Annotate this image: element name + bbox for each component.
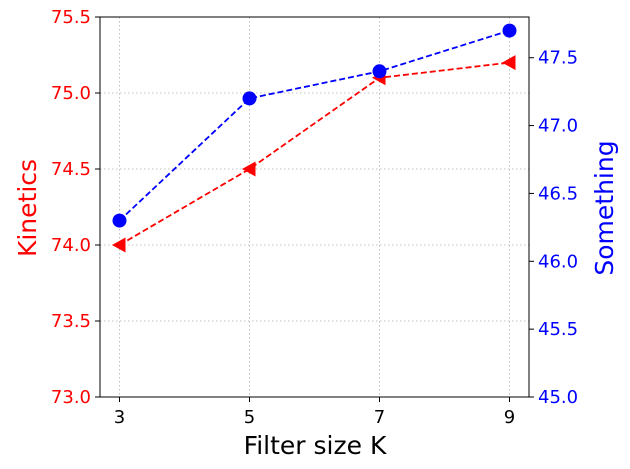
data-point-right [372,64,387,79]
right-y-axis-ticks: 45.0 45.5 46.0 46.5 47.0 47.5 [529,48,578,408]
left-y-axis-ticks: 73.0 73.5 74.0 74.5 75.0 75.5 [51,7,100,408]
series-lines [118,29,510,246]
plot-frame [99,16,530,398]
left-y-tick-label: 73.5 [51,311,91,332]
right-y-tick-label: 47.0 [538,116,578,137]
x-axis-ticks: 3 5 7 9 [114,397,515,428]
data-point-right [112,213,127,228]
right-y-tick-label: 45.0 [538,387,578,408]
series-markers [112,23,517,253]
left-y-tick-label: 73.0 [51,387,91,408]
right-y-tick-label: 46.5 [538,183,578,204]
x-tick-label: 5 [244,407,255,428]
right-y-tick-label: 47.5 [538,48,578,69]
x-tick-label: 9 [504,407,515,428]
right-y-tick-label: 46.0 [538,251,578,272]
data-point-left [112,237,126,253]
left-y-axis-title: Kinetics [13,159,42,257]
x-tick-label: 7 [374,407,385,428]
right-y-axis-title: Something [590,140,619,275]
left-y-tick-label: 74.5 [51,159,91,180]
left-y-tick-label: 74.0 [51,235,91,256]
grid-lines [100,16,529,398]
data-point-left [502,55,516,71]
data-point-left [242,161,256,177]
left-y-tick-label: 75.0 [51,83,91,104]
data-point-right [242,91,257,106]
x-tick-label: 3 [114,407,125,428]
series-line-right [118,29,510,222]
data-point-right [502,23,517,38]
series-line-left [119,61,510,246]
left-y-tick-label: 75.5 [51,7,91,28]
right-y-tick-label: 45.5 [538,319,578,340]
x-axis-title: Filter size K [244,431,387,460]
